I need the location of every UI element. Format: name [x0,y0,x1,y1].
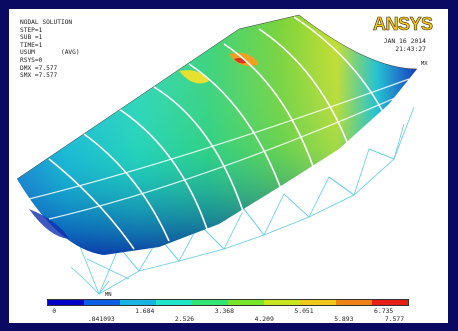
legend-band [336,300,372,305]
legend-band [300,300,336,305]
legend-band [192,300,228,305]
legend-band [228,300,264,305]
legend-band [264,300,300,305]
info-rsys: RSYS=0 [20,56,43,64]
graphics-viewport[interactable]: NODAL SOLUTION STEP=1 SUB =1 TIME=1 USUM… [9,9,448,323]
solution-info: NODAL SOLUTION STEP=1 SUB =1 TIME=1 USUM… [20,19,80,80]
legend-tick: 4.209 [254,315,274,323]
info-dmx: DMX =7.577 [20,64,58,72]
info-smx: SMX =7.577 [20,72,58,80]
timestamp: JAN 16 2014 21:43:27 [384,37,426,53]
panel-lines [28,16,410,250]
legend-color-bar [47,299,409,306]
support-truss [70,106,415,295]
max-marker: MX [421,61,428,67]
info-time: TIME=1 [20,41,43,49]
legend-tick: 3.368 [214,307,234,315]
legend-tick: 1.684 [135,307,155,315]
ansys-logo-text: ANSYS [373,14,434,35]
info-step: STEP=1 [20,26,43,34]
ansys-logo: ANSYS [373,14,445,35]
legend-band [120,300,156,305]
date-label: JAN 16 2014 [383,37,426,45]
solution-title: NODAL SOLUTION [20,19,73,26]
min-marker: MN [105,292,112,298]
info-sub: SUB =1 [20,34,43,42]
time-label: 21:43:27 [395,45,426,53]
legend-tick: 5.893 [334,315,354,323]
legend-tick: 0 [52,307,57,315]
nodal-solution-model [16,14,418,295]
legend-band [84,300,120,305]
legend-band [372,300,408,305]
legend-tick: 5.051 [294,307,314,315]
legend-band [156,300,192,305]
contour-legend: 0 1.684 3.368 5.051 6.735 .841093 2.526 … [47,299,409,323]
legend-tick: 6.735 [374,307,394,315]
info-usum: USUM (AVG) [20,49,80,57]
legend-band [48,300,84,305]
legend-tick: 7.577 [384,315,405,323]
legend-tick: 2.526 [174,315,195,323]
legend-tick: .841093 [87,315,115,323]
